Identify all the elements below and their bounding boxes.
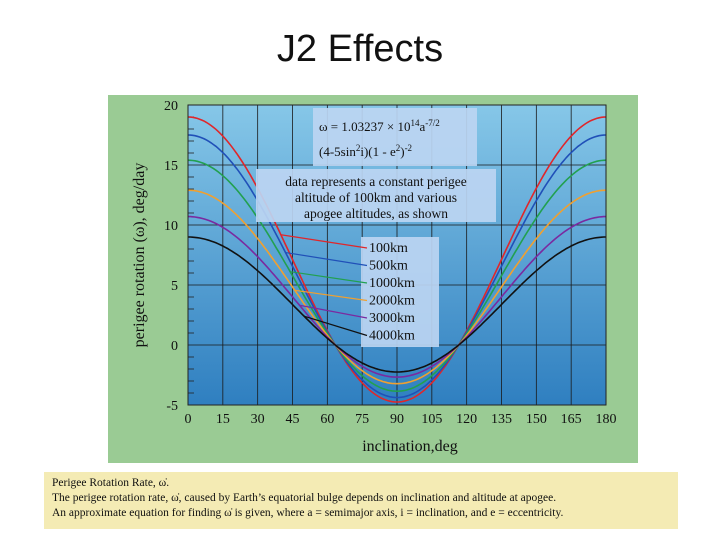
equation-line2-end: ) bbox=[400, 144, 404, 159]
equation-line1-mid: a bbox=[419, 119, 425, 134]
y-tick-label: 0 bbox=[171, 339, 178, 354]
y-axis-label: perigee rotation (ω), deg/day bbox=[131, 163, 148, 348]
x-tick-label: 135 bbox=[491, 412, 512, 427]
y-tick-label: -5 bbox=[166, 399, 178, 414]
y-tick-label: 15 bbox=[164, 159, 178, 174]
annotation-box: data represents a constant perigee altit… bbox=[256, 169, 496, 222]
equation-box: ω = 1.03237 × 1014a-7/2 (4-5sin2i)(1 - e… bbox=[313, 108, 477, 166]
chart: 0 15 30 45 60 75 90 105 120 135 150 165 180 -5 0 5 10 15 2… bbox=[108, 95, 638, 463]
x-tick-label: 0 bbox=[185, 412, 192, 427]
legend-item: 4000km bbox=[369, 329, 415, 344]
x-tick-label: 15 bbox=[216, 412, 230, 427]
legend-leader-line bbox=[303, 315, 368, 337]
equation-line2-exp2: 2 bbox=[396, 143, 401, 153]
legend-item: 3000km bbox=[369, 311, 415, 326]
x-tick-label: 105 bbox=[421, 412, 442, 427]
legend: 100km 500km 1000km 2000km 3000km 4000km bbox=[280, 234, 439, 347]
x-tick-label: 90 bbox=[390, 412, 404, 427]
x-tick-label: 150 bbox=[526, 412, 547, 427]
legend-item: 500km bbox=[369, 259, 408, 274]
legend-item: 2000km bbox=[369, 294, 415, 309]
caption-line-1: Perigee Rotation Rate, ω̇. bbox=[52, 477, 170, 489]
equation-line2-exp1: 2 bbox=[356, 143, 361, 153]
axis-ticks: 0 15 30 45 60 75 90 105 120 135 150 165 180 -5 0 5 10 15 2… bbox=[164, 99, 617, 427]
caption-line-3: An approximate equation for finding ω̇ i… bbox=[52, 507, 564, 519]
x-tick-label: 60 bbox=[320, 412, 334, 427]
x-tick-label: 45 bbox=[286, 412, 300, 427]
legend-item: 100km bbox=[369, 241, 408, 256]
y-tick-label: 20 bbox=[164, 99, 178, 114]
x-tick-label: 120 bbox=[456, 412, 477, 427]
x-tick-label: 75 bbox=[355, 412, 369, 427]
caption-line-2: The perigee rotation rate, ω̇, caused by… bbox=[52, 492, 557, 504]
equation-line2-mid: i)(1 - e bbox=[360, 144, 396, 159]
x-tick-label: 180 bbox=[596, 412, 617, 427]
legend-leader-line bbox=[290, 271, 368, 284]
annotation-line-1: data represents a constant perigee bbox=[285, 174, 466, 189]
annotation-line-3: apogee altitudes, as shown bbox=[304, 206, 448, 221]
slide-title: J2 Effects bbox=[276, 28, 444, 70]
svg-text:(4-5sin2i)(1 - e2)-2: (4-5sin2i)(1 - e2)-2 bbox=[319, 143, 412, 159]
legend-leader-line bbox=[294, 289, 368, 302]
x-axis-label: inclination,deg bbox=[362, 438, 458, 455]
caption-box: Perigee Rotation Rate, ω̇. The perigee r… bbox=[44, 472, 678, 529]
legend-leader-line bbox=[285, 251, 368, 267]
series-line bbox=[188, 215, 606, 378]
series-line bbox=[187, 189, 607, 385]
annotation-line-2: altitude of 100km and various bbox=[295, 190, 457, 205]
svg-text:ω = 1.03237 × 1014a-7/2: ω = 1.03237 × 1014a-7/2 bbox=[319, 118, 440, 134]
y-tick-label: 10 bbox=[164, 219, 178, 234]
equation-line2-main: (4-5sin bbox=[319, 144, 356, 159]
legend-item: 1000km bbox=[369, 276, 415, 291]
x-tick-label: 165 bbox=[561, 412, 582, 427]
series-line bbox=[188, 236, 606, 373]
equation-line2-exp3: -2 bbox=[405, 143, 413, 153]
y-tick-label: 5 bbox=[171, 279, 178, 294]
legend-leader-line bbox=[280, 234, 368, 249]
equation-line1-main: ω = 1.03237 × 10 bbox=[319, 119, 410, 134]
legend-leader-line bbox=[299, 304, 368, 319]
x-tick-label: 30 bbox=[251, 412, 265, 427]
plot-border bbox=[187, 104, 607, 406]
equation-line1-exp1: 14 bbox=[410, 118, 420, 128]
equation-line1-exp2: -7/2 bbox=[425, 118, 440, 128]
